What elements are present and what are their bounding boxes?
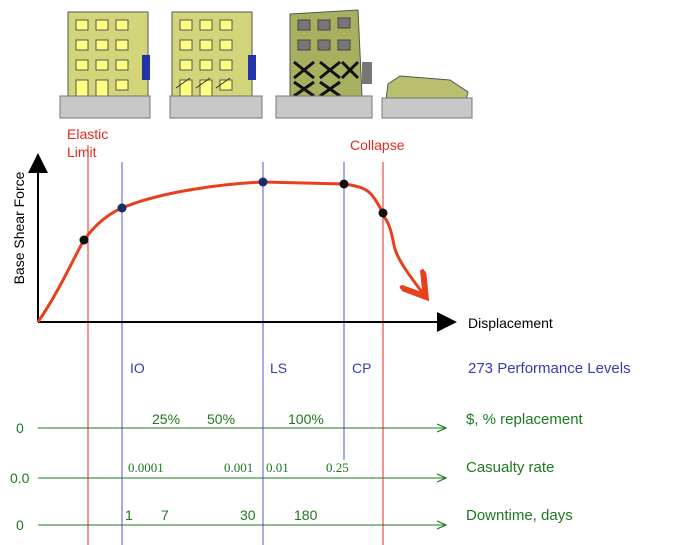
y-axis-label: Base Shear Force <box>11 171 27 284</box>
scale-origin: 0 <box>16 517 24 533</box>
point <box>258 177 268 187</box>
scale-origin: 0 <box>16 420 24 436</box>
levels-title: 273 Performance Levels <box>468 360 631 377</box>
building-minor-damage <box>169 11 263 119</box>
x-axis-label: Displacement <box>468 315 553 331</box>
label: Collapse <box>350 137 405 153</box>
building-collapsed <box>381 75 473 119</box>
scale-tick: 0.25 <box>326 460 349 475</box>
label: Elastic <box>67 126 108 142</box>
scale-origin: 0.0 <box>10 470 30 486</box>
point <box>117 203 127 213</box>
scale-title: Downtime, days <box>466 507 573 524</box>
scale-tick: 100% <box>288 411 324 427</box>
level-label: CP <box>352 360 371 376</box>
scale-tick: 0.01 <box>266 460 289 475</box>
scale-tick: 180 <box>294 507 318 523</box>
level-label: LS <box>270 360 287 376</box>
scale-tick: 7 <box>161 507 169 523</box>
scale-tick: 30 <box>240 507 256 523</box>
point <box>79 235 89 245</box>
label: Limit <box>67 144 97 160</box>
level-label: IO <box>130 360 145 376</box>
building-severe-damage <box>275 9 373 119</box>
point <box>378 208 388 218</box>
scale-tick: 25% <box>152 411 180 427</box>
scale-title: $, % replacement <box>466 411 584 428</box>
capacity-curve <box>36 180 422 323</box>
scale-tick: 0.001 <box>224 460 253 475</box>
point <box>339 179 349 189</box>
scale-tick: 1 <box>125 507 133 523</box>
building-intact <box>59 11 151 119</box>
scale-tick: 0.0001 <box>128 460 164 475</box>
scale-title: Casualty rate <box>466 459 554 476</box>
scale-tick: 50% <box>207 411 235 427</box>
